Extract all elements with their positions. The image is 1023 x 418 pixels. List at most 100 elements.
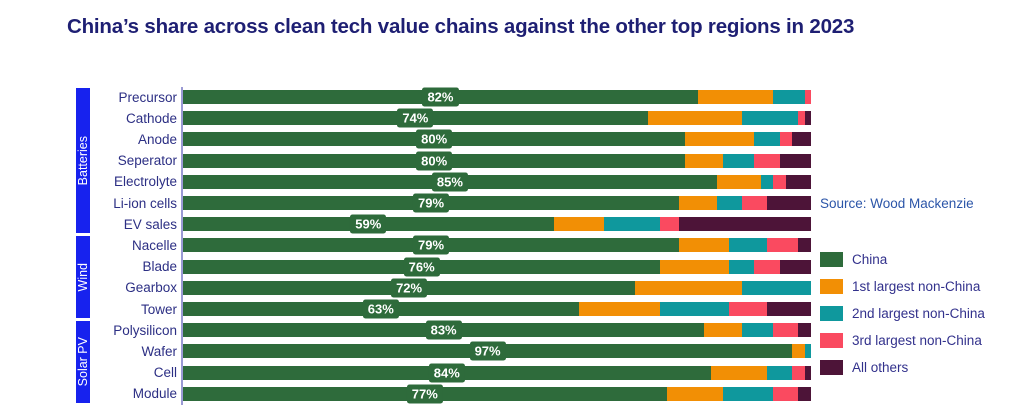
bar-segment-3rd-largest-non-china [660,217,680,232]
row-label-nacelle: Nacelle [131,237,177,253]
bar-segment-1st-largest-non-china [679,238,730,253]
legend-item-3rd-largest-non-china: 3rd largest non-China [820,333,985,348]
bar-row-cell: 84% [183,363,811,383]
legend-label: All others [852,360,909,375]
bar-segment-1st-largest-non-china [697,90,774,104]
china-share-callout: 76% [403,257,440,277]
group-band-batteries: Batteries [76,88,90,234]
bar-segment-3rd-largest-non-china [779,132,793,147]
bar-segment-2nd-largest-non-china [760,174,774,189]
bar-segment-1st-largest-non-china [685,153,724,168]
bar-row-li-ion-cells: 79% [183,193,811,213]
source-note: Source: Wood Mackenzie [820,196,974,211]
bar-segment-all-others [779,153,811,168]
bar-segment-2nd-largest-non-china [741,323,774,338]
china-share-callout: 74% [397,108,434,128]
bar-segment-3rd-largest-non-china [773,323,799,338]
bar-segment-2nd-largest-non-china [660,302,730,316]
row-label-precursor: Precursor [118,89,177,105]
bar-segment-1st-largest-non-china [685,132,755,147]
bar-segment-3rd-largest-non-china [804,90,811,104]
china-share-callout: 85% [431,172,468,192]
bar-segment-2nd-largest-non-china [729,238,768,253]
bar-segment-all-others [792,132,811,147]
first-largest-non-china-swatch [820,279,843,294]
china-share-callout: 79% [413,235,450,255]
y-axis-line [181,87,183,405]
bar-segment-1st-largest-non-china [635,280,742,295]
bar-row-seperator: 80% [183,151,811,171]
bar-segment-all-others [798,386,811,401]
bar-segment-1st-largest-non-china [578,302,661,316]
bar-segment-2nd-largest-non-china [767,365,793,380]
row-label-wafer: Wafer [141,343,177,359]
china-swatch [820,252,843,267]
bar-segment-3rd-largest-non-china [773,386,799,401]
bar-row-wafer: 97% [183,341,811,361]
bar-segment-all-others [785,174,811,189]
bar-segment-1st-largest-non-china [716,174,761,189]
bar-segment-3rd-largest-non-china [798,111,805,126]
bar-segment-2nd-largest-non-china [741,280,811,295]
bar-segment-1st-largest-non-china [553,217,604,232]
china-share-callout: 72% [391,278,428,298]
bar-segment-2nd-largest-non-china [741,111,799,126]
bar-segment-1st-largest-non-china [660,259,730,274]
bar-segment-1st-largest-non-china [710,365,768,380]
bar-segment-2nd-largest-non-china [716,196,742,210]
row-label-gearbox: Gearbox [125,280,177,296]
row-label-cathode: Cathode [125,110,177,126]
row-label-blade: Blade [142,259,177,275]
china-share-callout: 82% [422,87,459,107]
bar-segment-1st-largest-non-china [647,111,742,126]
bar-segment-all-others [779,259,811,274]
row-label-tower: Tower [140,301,177,317]
row-label-ev-sales: EV sales [123,216,177,232]
row-label-anode: Anode [137,131,177,147]
china-share-callout: 80% [416,151,453,171]
china-share-callout: 63% [362,299,399,319]
bar-row-gearbox: 72% [183,278,811,298]
bar-segment-1st-largest-non-china [792,344,805,359]
bar-segment-2nd-largest-non-china [754,132,780,147]
bar-segment-1st-largest-non-china [679,196,717,210]
bar-row-anode: 80% [183,129,811,149]
bar-segment-3rd-largest-non-china [754,153,780,168]
bar-row-nacelle: 79% [183,235,811,255]
bar-segment-all-others [767,196,811,210]
bar-segment-all-others [767,302,811,316]
group-band-wind: Wind [76,236,90,318]
bar-segment-1st-largest-non-china [704,323,742,338]
bar-row-cathode: 74% [183,108,811,128]
row-label-li-ion-cells: Li-ion cells [113,195,177,211]
bar-segment-3rd-largest-non-china [767,238,799,253]
china-share-callout: 59% [350,214,387,234]
china-share-callout: 84% [428,363,465,383]
bar-segment-2nd-largest-non-china [723,386,774,401]
bar-segment-2nd-largest-non-china [773,90,805,104]
bar-row-ev-sales: 59% [183,214,811,234]
legend-item-1st-largest-non-china: 1st largest non-China [820,279,985,294]
bar-segment-2nd-largest-non-china [729,259,755,274]
bar-segment-2nd-largest-non-china [603,217,661,232]
legend-item-china: China [820,252,985,267]
bar-row-polysilicon: 83% [183,320,811,340]
row-label-module: Module [132,386,177,402]
legend-item-all-others: All others [820,360,985,375]
bar-segment-1st-largest-non-china [666,386,724,401]
bar-row-module: 77% [183,384,811,404]
legend-item-2nd-largest-non-china: 2nd largest non-China [820,306,985,321]
all-others-swatch [820,360,843,375]
bar-row-precursor: 82% [183,87,811,107]
bar-segment-2nd-largest-non-china [804,344,811,359]
bar-segment-3rd-largest-non-china [792,365,805,380]
bar-row-blade: 76% [183,257,811,277]
bar-row-electrolyte: 85% [183,172,811,192]
row-label-polysilicon: Polysilicon [113,322,177,338]
bar-segment-all-others [804,111,811,126]
legend-label: China [852,252,888,267]
bar-segment-3rd-largest-non-china [754,259,780,274]
chart-title: China’s share across clean tech value ch… [67,15,855,38]
